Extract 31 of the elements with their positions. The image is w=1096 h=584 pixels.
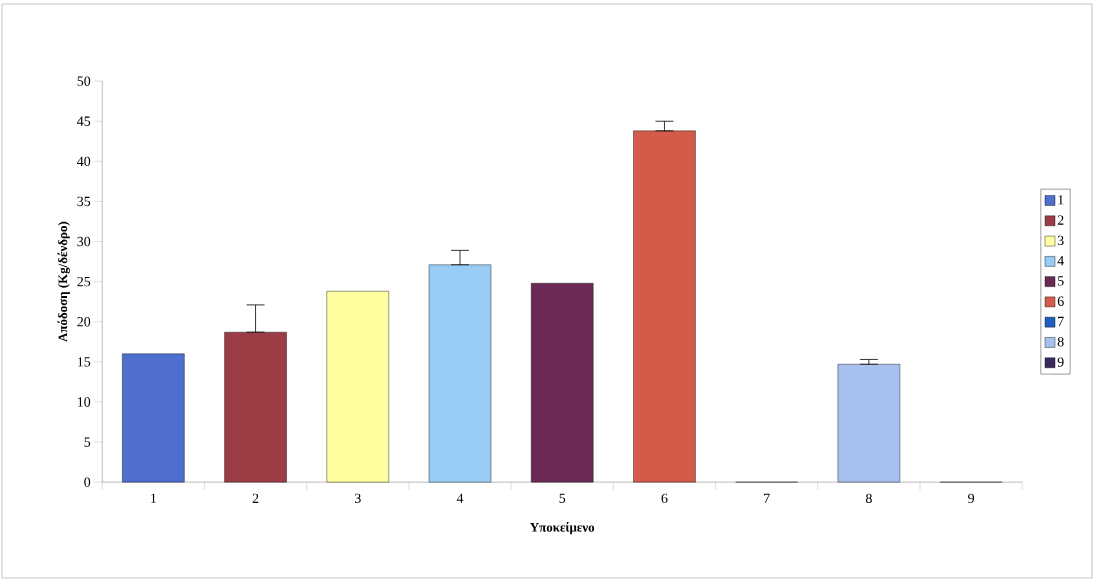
y-tick-label: 35 — [77, 196, 91, 207]
x-tick-label: 4 — [456, 493, 464, 503]
y-tick-label: 50 — [77, 76, 91, 86]
x-tick-label: 7 — [764, 493, 770, 503]
y-tick-label: 15 — [77, 357, 91, 367]
y-tick-label: 30 — [77, 236, 91, 247]
y-tick-label: 45 — [77, 116, 91, 126]
y-tick-label: 0 — [84, 477, 91, 487]
x-tick-label: 9 — [968, 493, 975, 504]
y-tick-label: 25 — [77, 276, 91, 287]
legend-label: 2 — [1057, 215, 1064, 225]
x-axis-title: Υποκείμενο — [530, 521, 595, 535]
legend-label: 5 — [1058, 276, 1064, 286]
legend-label: 1 — [1058, 195, 1064, 205]
y-axis-title: Απόδοση (Kg/δένδρο) — [57, 221, 70, 342]
legend-label: 6 — [1057, 296, 1064, 306]
legend-label: 7 — [1058, 316, 1064, 326]
legend-label: 9 — [1057, 357, 1064, 367]
x-tick-label: 6 — [661, 493, 668, 504]
x-tick-label: 2 — [252, 493, 259, 503]
y-tick-label: 40 — [77, 156, 91, 167]
x-tick-label: 5 — [559, 493, 566, 503]
y-tick-label: 10 — [77, 397, 91, 407]
legend-label: 3 — [1057, 235, 1064, 246]
legend-label: 8 — [1057, 337, 1064, 347]
x-tick-label: 8 — [865, 493, 872, 504]
x-tick-label: 3 — [354, 493, 361, 504]
y-tick-label: 5 — [84, 437, 91, 447]
legend-label: 4 — [1057, 256, 1064, 266]
x-tick-label: 1 — [151, 493, 156, 503]
y-tick-label: 20 — [77, 317, 91, 327]
